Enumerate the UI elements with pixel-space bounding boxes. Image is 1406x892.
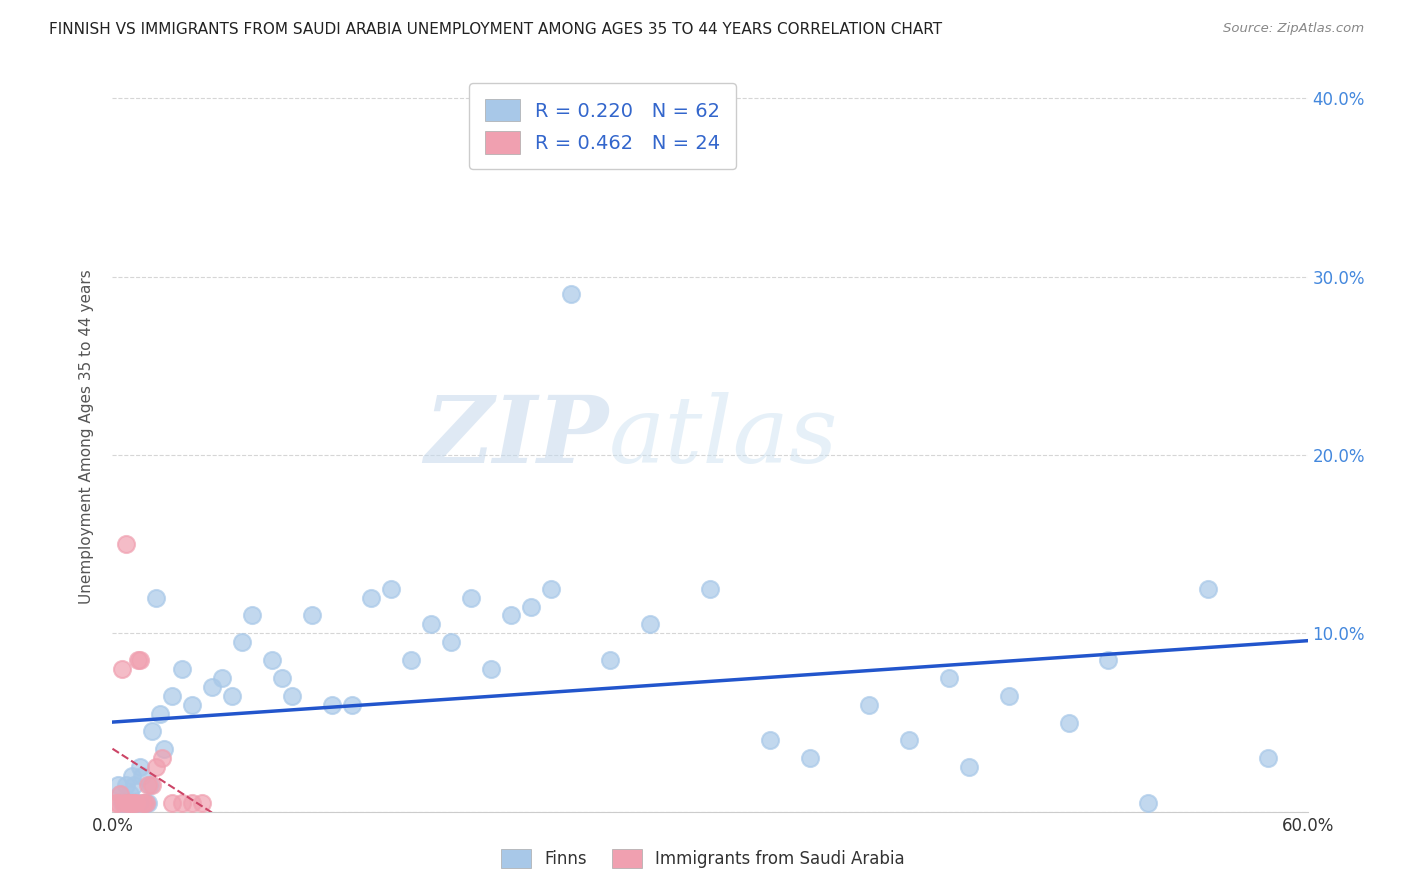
Point xyxy=(125,796,148,810)
Point xyxy=(150,751,173,765)
Point xyxy=(121,796,143,810)
Legend: Finns, Immigrants from Saudi Arabia: Finns, Immigrants from Saudi Arabia xyxy=(495,842,911,875)
Point xyxy=(1057,715,1080,730)
Point xyxy=(172,662,194,676)
Point xyxy=(141,778,163,792)
Point xyxy=(440,635,463,649)
Point xyxy=(120,796,142,810)
Point xyxy=(181,796,204,810)
Point xyxy=(111,662,134,676)
Text: ZIP: ZIP xyxy=(425,392,609,482)
Point xyxy=(898,733,921,747)
Point xyxy=(231,635,253,649)
Text: Source: ZipAtlas.com: Source: ZipAtlas.com xyxy=(1223,22,1364,36)
Point xyxy=(1137,796,1160,810)
Point xyxy=(201,680,224,694)
Point xyxy=(520,599,543,614)
Point xyxy=(321,698,343,712)
Point xyxy=(107,796,129,810)
Point xyxy=(117,796,139,810)
Point xyxy=(124,778,146,792)
Point xyxy=(121,769,143,783)
Point xyxy=(1197,582,1219,596)
Point xyxy=(420,617,443,632)
Text: FINNISH VS IMMIGRANTS FROM SAUDI ARABIA UNEMPLOYMENT AMONG AGES 35 TO 44 YEARS C: FINNISH VS IMMIGRANTS FROM SAUDI ARABIA … xyxy=(49,22,942,37)
Point xyxy=(125,796,148,810)
Point xyxy=(799,751,821,765)
Point xyxy=(191,796,214,810)
Point xyxy=(110,787,132,801)
Point xyxy=(240,608,263,623)
Point xyxy=(131,796,153,810)
Point xyxy=(172,796,194,810)
Legend: R = 0.220   N = 62, R = 0.462   N = 24: R = 0.220 N = 62, R = 0.462 N = 24 xyxy=(470,83,735,169)
Point xyxy=(114,796,135,810)
Point xyxy=(640,617,662,632)
Point xyxy=(380,582,402,596)
Point xyxy=(138,796,160,810)
Point xyxy=(105,796,128,810)
Point xyxy=(127,796,149,810)
Point xyxy=(162,796,183,810)
Point xyxy=(134,796,156,810)
Point xyxy=(998,689,1021,703)
Point xyxy=(129,760,152,774)
Point xyxy=(211,671,233,685)
Point xyxy=(115,778,138,792)
Point xyxy=(107,778,129,792)
Point xyxy=(281,689,304,703)
Point xyxy=(129,653,152,667)
Point xyxy=(301,608,323,623)
Point xyxy=(115,537,138,551)
Point xyxy=(858,698,880,712)
Point xyxy=(540,582,562,596)
Point xyxy=(938,671,960,685)
Point xyxy=(759,733,782,747)
Point xyxy=(460,591,482,605)
Point xyxy=(340,698,363,712)
Point xyxy=(479,662,502,676)
Point xyxy=(131,769,153,783)
Point xyxy=(135,796,157,810)
Point xyxy=(110,787,132,801)
Point xyxy=(149,706,172,721)
Point xyxy=(111,796,134,810)
Point xyxy=(260,653,283,667)
Point xyxy=(1097,653,1119,667)
Point xyxy=(401,653,423,667)
Point xyxy=(162,689,183,703)
Point xyxy=(141,724,163,739)
Point xyxy=(120,787,142,801)
Point xyxy=(599,653,621,667)
Point xyxy=(699,582,721,596)
Point xyxy=(121,796,143,810)
Point xyxy=(145,591,167,605)
Point xyxy=(957,760,980,774)
Point xyxy=(360,591,382,605)
Point xyxy=(134,796,156,810)
Point xyxy=(153,742,176,756)
Point xyxy=(560,287,582,301)
Point xyxy=(114,796,135,810)
Point xyxy=(135,796,157,810)
Point xyxy=(270,671,292,685)
Point xyxy=(138,778,160,792)
Y-axis label: Unemployment Among Ages 35 to 44 years: Unemployment Among Ages 35 to 44 years xyxy=(79,269,94,605)
Point xyxy=(499,608,522,623)
Point xyxy=(117,796,139,810)
Point xyxy=(221,689,243,703)
Point xyxy=(127,653,149,667)
Point xyxy=(181,698,204,712)
Point xyxy=(1257,751,1279,765)
Point xyxy=(145,760,167,774)
Point xyxy=(139,778,162,792)
Text: atlas: atlas xyxy=(609,392,838,482)
Point xyxy=(124,796,146,810)
